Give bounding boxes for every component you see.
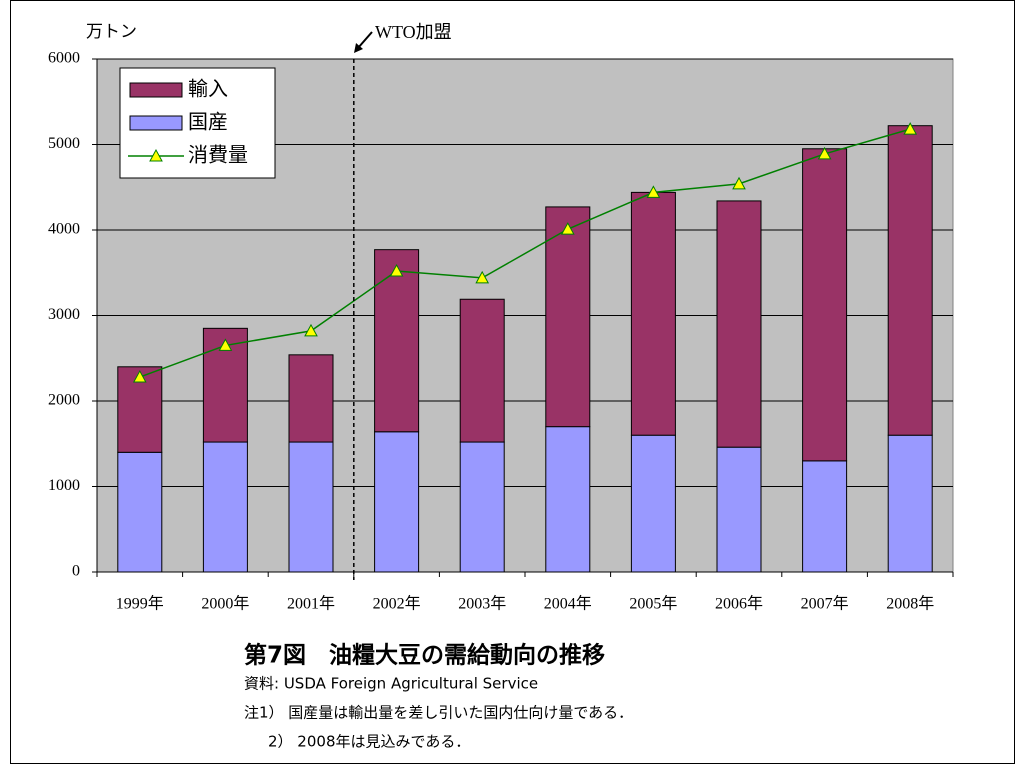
- x-tick-label: 2006年: [715, 595, 763, 613]
- y-tick-label: 6000: [48, 50, 80, 67]
- bar: [887, 125, 933, 436]
- x-tick-label: 2000年: [201, 595, 249, 613]
- marker: [903, 122, 918, 135]
- y-tick-label: 4000: [48, 221, 80, 238]
- bar: [288, 441, 334, 573]
- annotation: WTO加盟: [375, 22, 452, 42]
- x-tick-label: 2007年: [801, 595, 849, 613]
- legend-label: 輸入: [188, 77, 228, 101]
- y-unit: 万トン: [86, 22, 137, 41]
- y-tick-label: 0: [72, 563, 80, 580]
- marker: [732, 176, 746, 190]
- bar: [374, 249, 420, 433]
- marker: [475, 270, 490, 284]
- line: [139, 128, 911, 378]
- chart-title: 第7図 油糧大豆の需給動向の推移: [244, 642, 605, 669]
- x-tick-label: 2004年: [544, 595, 592, 613]
- bar: [716, 200, 762, 448]
- bar: [459, 298, 505, 443]
- marker: [132, 370, 147, 383]
- bar: [887, 434, 933, 573]
- marker: [304, 323, 318, 337]
- bar: [802, 148, 848, 462]
- bar: [545, 426, 591, 573]
- marker: [817, 146, 832, 160]
- bar: [202, 441, 248, 573]
- legend-label: 国産: [188, 110, 228, 134]
- bar: [630, 191, 676, 436]
- x-tick-label: 2005年: [629, 595, 677, 613]
- x-tick-label: 2003年: [458, 595, 506, 613]
- bar: [117, 451, 163, 573]
- y-tick-label: 1000: [48, 477, 80, 494]
- x-tick-label: 1999年: [116, 595, 164, 613]
- bar: [630, 434, 676, 573]
- y-tick-label: 2000: [48, 392, 80, 409]
- x-tick-label: 2002年: [373, 595, 421, 613]
- note: 2） 2008年は見込みである．: [268, 733, 470, 751]
- legend-swatch: [129, 115, 183, 131]
- x-tick-label: 2001年: [287, 595, 335, 613]
- bar: [459, 441, 505, 573]
- legend-marker: [149, 148, 163, 162]
- bar: [545, 206, 591, 428]
- bar: [716, 446, 762, 573]
- legend-label: 消費量: [188, 143, 248, 167]
- y-tick-label: 5000: [48, 135, 80, 152]
- y-tick-label: 3000: [48, 306, 80, 323]
- marker: [560, 222, 575, 235]
- annotation-arrow: [357, 31, 373, 49]
- note: 資料: USDA Foreign Agricultural Service: [244, 675, 538, 693]
- bar: [802, 460, 848, 573]
- bar: [374, 431, 420, 573]
- x-tick-label: 2008年: [886, 595, 934, 613]
- marker: [389, 263, 404, 277]
- annotation-arrowhead: [354, 43, 363, 53]
- bar: [288, 354, 334, 443]
- marker: [218, 338, 233, 351]
- marker: [646, 185, 661, 198]
- note: 注1） 国産量は輸出量を差し引いた国内仕向け量である．: [244, 704, 633, 722]
- legend-swatch: [129, 82, 183, 98]
